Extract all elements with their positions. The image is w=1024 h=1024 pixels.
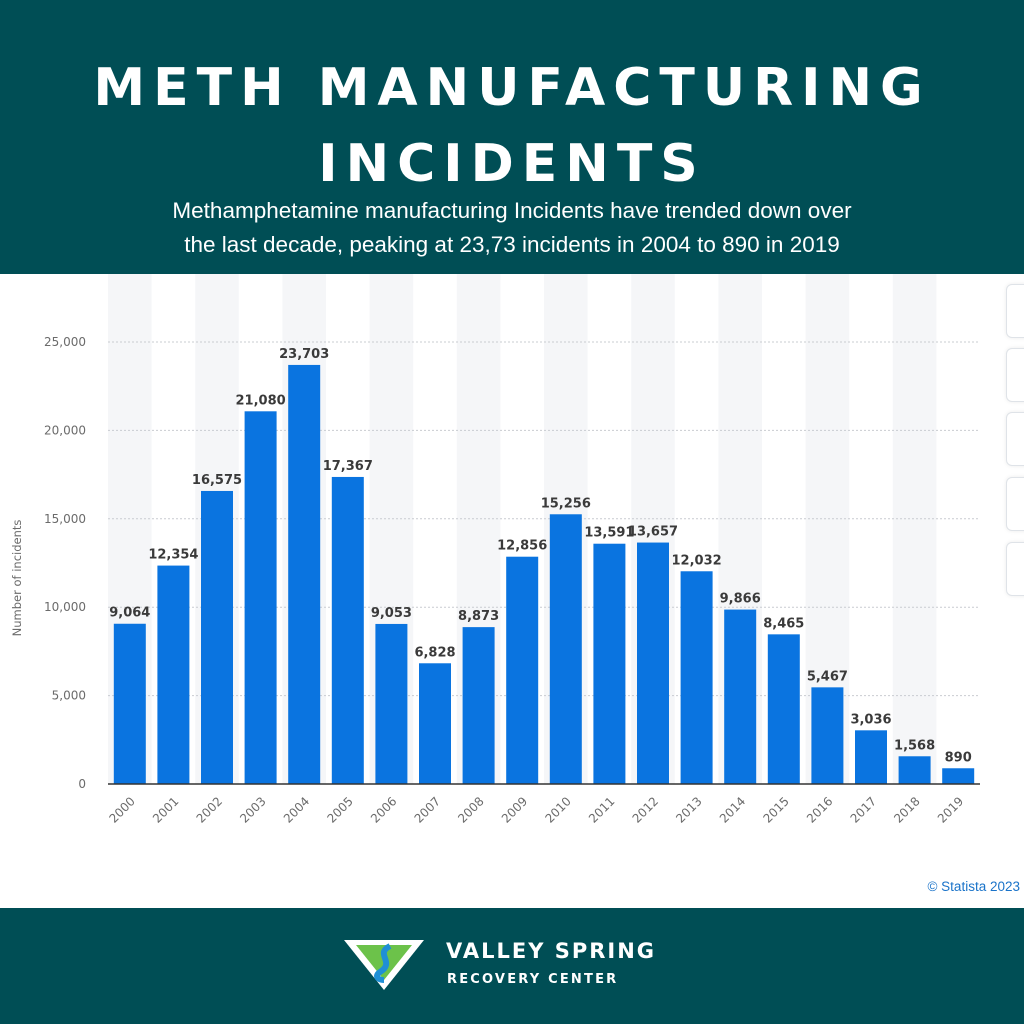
y-tick-label: 20,000 — [44, 423, 86, 437]
bar-value-label: 12,856 — [497, 539, 547, 554]
statista-credit-link[interactable]: © Statista 2023 — [927, 879, 1020, 894]
footer-banner: VALLEY SPRING RECOVERY CENTER — [0, 908, 1024, 1024]
bar — [462, 627, 495, 784]
bar — [244, 411, 277, 784]
bar — [201, 490, 233, 784]
brand-name: VALLEY SPRING — [446, 939, 657, 963]
x-tick-label: 2016 — [804, 794, 835, 825]
x-tick-label: 2019 — [935, 794, 966, 825]
subtitle-line-1: Methamphetamine manufacturing Incidents … — [172, 198, 852, 223]
title-line-2: INCIDENTS — [318, 134, 706, 194]
bar — [419, 663, 451, 784]
bar — [898, 756, 931, 784]
x-tick-label: 2006 — [368, 794, 399, 825]
x-tick-label: 2017 — [848, 794, 879, 825]
brand-subtitle: RECOVERY CENTER — [447, 972, 619, 987]
bar-value-label: 17,367 — [323, 459, 373, 474]
bar — [811, 687, 844, 784]
bar-value-label: 8,465 — [763, 616, 804, 631]
bar — [855, 730, 887, 784]
x-tick-label: 2000 — [106, 794, 137, 825]
x-tick-label: 2004 — [281, 794, 312, 825]
bar — [637, 542, 669, 784]
bar-value-label: 9,866 — [720, 592, 761, 607]
x-tick-label: 2013 — [673, 794, 704, 825]
bar-value-label: 3,036 — [850, 712, 891, 727]
subtitle-line-2: the last decade, peaking at 23,73 incide… — [184, 232, 840, 257]
x-tick-label: 2001 — [150, 794, 181, 825]
y-tick-label: 25,000 — [44, 335, 86, 349]
x-tick-label: 2007 — [412, 794, 443, 825]
x-tick-label: 2005 — [324, 794, 355, 825]
bar-value-label: 23,703 — [279, 347, 329, 362]
bar-value-label: 13,657 — [628, 525, 678, 540]
x-tick-label: 2011 — [586, 794, 617, 825]
title-line-1: METH MANUFACTURING — [93, 58, 931, 118]
bar — [288, 364, 321, 784]
side-toolbar-tab-4[interactable] — [1006, 477, 1024, 531]
bar-chart: 0 5,000 10,000 15,000 20,000 25,000 Number of … — [10, 274, 980, 826]
bar-value-label: 16,575 — [192, 473, 242, 488]
bar-value-label: 13,591 — [584, 526, 634, 541]
bar-value-label: 6,828 — [414, 645, 455, 660]
header-banner: METH MANUFACTURING INCIDENTS Methampheta… — [0, 0, 1024, 274]
bar-value-label: 9,064 — [109, 606, 150, 621]
bar-value-label: 5,467 — [807, 669, 848, 684]
bar-value-label: 8,873 — [458, 609, 499, 624]
page-subtitle: Methamphetamine manufacturing Incidents … — [100, 194, 924, 262]
bar-value-label: 890 — [945, 750, 972, 765]
bar — [331, 476, 364, 784]
side-toolbar-tab-1[interactable] — [1006, 284, 1024, 338]
bar — [724, 609, 757, 784]
bar — [549, 514, 582, 784]
x-tick-label: 2015 — [760, 794, 791, 825]
side-toolbar-tab-5[interactable] — [1006, 542, 1024, 596]
y-axis-title: Number of incidents — [10, 520, 24, 637]
side-toolbar-tab-2[interactable] — [1006, 348, 1024, 402]
valley-spring-logo-icon — [344, 940, 424, 990]
bar — [942, 768, 975, 784]
bar-value-label: 15,256 — [541, 496, 591, 511]
bar — [680, 571, 713, 784]
y-tick-label: 10,000 — [44, 600, 86, 614]
x-tick-label: 2010 — [542, 794, 573, 825]
x-tick-label: 2002 — [194, 794, 225, 825]
bar — [767, 634, 800, 784]
bar — [113, 623, 146, 784]
y-tick-label: 5,000 — [52, 689, 86, 703]
x-tick-label: 2012 — [630, 794, 661, 825]
side-toolbar-tab-3[interactable] — [1006, 412, 1024, 466]
x-tick-label: 2003 — [237, 794, 268, 825]
x-tick-label: 2009 — [499, 794, 530, 825]
x-tick-label: 2008 — [455, 794, 486, 825]
bar — [157, 565, 190, 784]
x-tick-label: 2014 — [717, 794, 748, 825]
bar-value-label: 12,354 — [148, 548, 198, 563]
x-tick-label: 2018 — [891, 794, 922, 825]
bar-value-label: 1,568 — [894, 738, 935, 753]
column-band — [892, 274, 937, 784]
bar-value-label: 12,032 — [672, 553, 722, 568]
y-tick-label: 0 — [78, 777, 86, 791]
bar-value-label: 21,080 — [236, 393, 286, 408]
page-title: METH MANUFACTURING INCIDENTS — [0, 50, 1024, 202]
chart-area: 0 5,000 10,000 15,000 20,000 25,000 Number of … — [0, 274, 1024, 908]
bar — [375, 623, 408, 784]
bar — [593, 543, 626, 784]
bar — [506, 556, 539, 784]
y-tick-label: 15,000 — [44, 512, 86, 526]
bar-value-label: 9,053 — [371, 606, 412, 621]
